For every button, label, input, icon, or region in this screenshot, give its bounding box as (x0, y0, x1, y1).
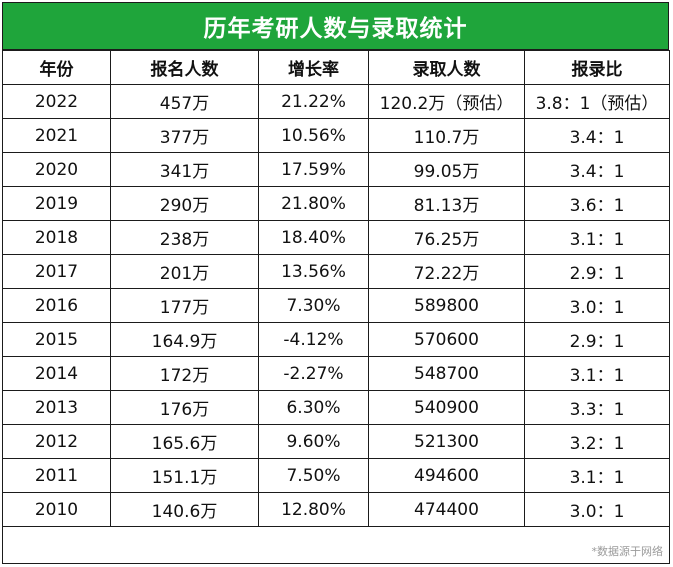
cell-year: 2012 (2, 424, 111, 459)
cell-applicants: 238万 (110, 220, 259, 255)
cell-growth-rate: 18.40% (258, 220, 369, 255)
table-row: 2017 201万 13.56% 72.22万 2.9：1 (2, 254, 670, 289)
stats-table: 年份 报名人数 增长率 录取人数 报录比 2022 457万 21.22% 120.2… (2, 50, 670, 564)
cell-ratio: 3.4：1 (524, 152, 670, 187)
header-year: 年份 (2, 50, 111, 85)
cell-growth-rate: 13.56% (258, 254, 369, 289)
cell-ratio: 3.0：1 (524, 288, 670, 323)
cell-growth-rate: 7.30% (258, 288, 369, 323)
cell-applicants: 172万 (110, 356, 259, 391)
cell-admitted: 81.13万 (368, 186, 525, 221)
cell-ratio: 2.9：1 (524, 322, 670, 357)
cell-ratio: 3.1：1 (524, 356, 670, 391)
table-row: 2016 177万 7.30% 589800 3.0：1 (2, 288, 670, 323)
cell-growth-rate: 17.59% (258, 152, 369, 187)
cell-ratio: 3.1：1 (524, 220, 670, 255)
source-note: *数据源于网络 (591, 545, 664, 558)
header-admitted: 录取人数 (368, 50, 525, 85)
cell-growth-rate: 6.30% (258, 390, 369, 425)
cell-applicants: 201万 (110, 254, 259, 289)
cell-admitted: 120.2万（预估） (368, 84, 525, 119)
table-title: 历年考研人数与录取统计 (2, 2, 669, 50)
table-row: 2015 164.9万 -4.12% 570600 2.9：1 (2, 322, 670, 357)
cell-year: 2010 (2, 492, 111, 527)
header-row: 年份 报名人数 增长率 录取人数 报录比 (2, 50, 670, 85)
cell-year: 2015 (2, 322, 111, 357)
table-row: 2020 341万 17.59% 99.05万 3.4：1 (2, 152, 670, 187)
cell-ratio: 3.0：1 (524, 492, 670, 527)
table-row: 2021 377万 10.56% 110.7万 3.4：1 (2, 118, 670, 153)
header-ratio: 报录比 (524, 50, 670, 85)
cell-applicants: 164.9万 (110, 322, 259, 357)
table-row: 2013 176万 6.30% 540900 3.3：1 (2, 390, 670, 425)
cell-growth-rate: 7.50% (258, 458, 369, 493)
cell-applicants: 457万 (110, 84, 259, 119)
cell-year: 2013 (2, 390, 111, 425)
table-row: 2019 290万 21.80% 81.13万 3.6：1 (2, 186, 670, 221)
cell-admitted: 589800 (368, 288, 525, 323)
cell-ratio: 3.8：1（预估） (524, 84, 670, 119)
cell-admitted: 570600 (368, 322, 525, 357)
cell-growth-rate: 21.22% (258, 84, 369, 119)
cell-ratio: 3.4：1 (524, 118, 670, 153)
cell-applicants: 176万 (110, 390, 259, 425)
table-row: 2014 172万 -2.27% 548700 3.1：1 (2, 356, 670, 391)
cell-year: 2016 (2, 288, 111, 323)
note-row: *数据源于网络 (2, 526, 670, 564)
cell-admitted: 521300 (368, 424, 525, 459)
cell-year: 2011 (2, 458, 111, 493)
cell-growth-rate: -4.12% (258, 322, 369, 357)
cell-year: 2019 (2, 186, 111, 221)
cell-applicants: 377万 (110, 118, 259, 153)
note-cell: *数据源于网络 (2, 526, 670, 564)
header-applicants: 报名人数 (110, 50, 259, 85)
cell-year: 2020 (2, 152, 111, 187)
cell-admitted: 72.22万 (368, 254, 525, 289)
table-row: 2012 165.6万 9.60% 521300 3.2：1 (2, 424, 670, 459)
cell-applicants: 177万 (110, 288, 259, 323)
cell-growth-rate: -2.27% (258, 356, 369, 391)
cell-growth-rate: 10.56% (258, 118, 369, 153)
cell-ratio: 3.1：1 (524, 458, 670, 493)
cell-admitted: 76.25万 (368, 220, 525, 255)
cell-admitted: 540900 (368, 390, 525, 425)
cell-year: 2018 (2, 220, 111, 255)
cell-year: 2021 (2, 118, 111, 153)
header-growth-rate: 增长率 (258, 50, 369, 85)
cell-ratio: 3.6：1 (524, 186, 670, 221)
cell-admitted: 99.05万 (368, 152, 525, 187)
cell-admitted: 548700 (368, 356, 525, 391)
cell-growth-rate: 9.60% (258, 424, 369, 459)
cell-year: 2017 (2, 254, 111, 289)
table-row: 2011 151.1万 7.50% 494600 3.1：1 (2, 458, 670, 493)
cell-growth-rate: 12.80% (258, 492, 369, 527)
cell-applicants: 341万 (110, 152, 259, 187)
cell-year: 2022 (2, 84, 111, 119)
cell-applicants: 290万 (110, 186, 259, 221)
cell-year: 2014 (2, 356, 111, 391)
cell-growth-rate: 21.80% (258, 186, 369, 221)
table-row: 2022 457万 21.22% 120.2万（预估） 3.8：1（预估） (2, 84, 670, 119)
table-row: 2010 140.6万 12.80% 474400 3.0：1 (2, 492, 670, 527)
cell-admitted: 110.7万 (368, 118, 525, 153)
cell-applicants: 140.6万 (110, 492, 259, 527)
cell-applicants: 151.1万 (110, 458, 259, 493)
table-body: 2022 457万 21.22% 120.2万（预估） 3.8：1（预估） 2021 377… (2, 84, 670, 527)
cell-admitted: 474400 (368, 492, 525, 527)
cell-ratio: 3.2：1 (524, 424, 670, 459)
cell-admitted: 494600 (368, 458, 525, 493)
cell-ratio: 2.9：1 (524, 254, 670, 289)
cell-applicants: 165.6万 (110, 424, 259, 459)
table-row: 2018 238万 18.40% 76.25万 3.1：1 (2, 220, 670, 255)
cell-ratio: 3.3：1 (524, 390, 670, 425)
